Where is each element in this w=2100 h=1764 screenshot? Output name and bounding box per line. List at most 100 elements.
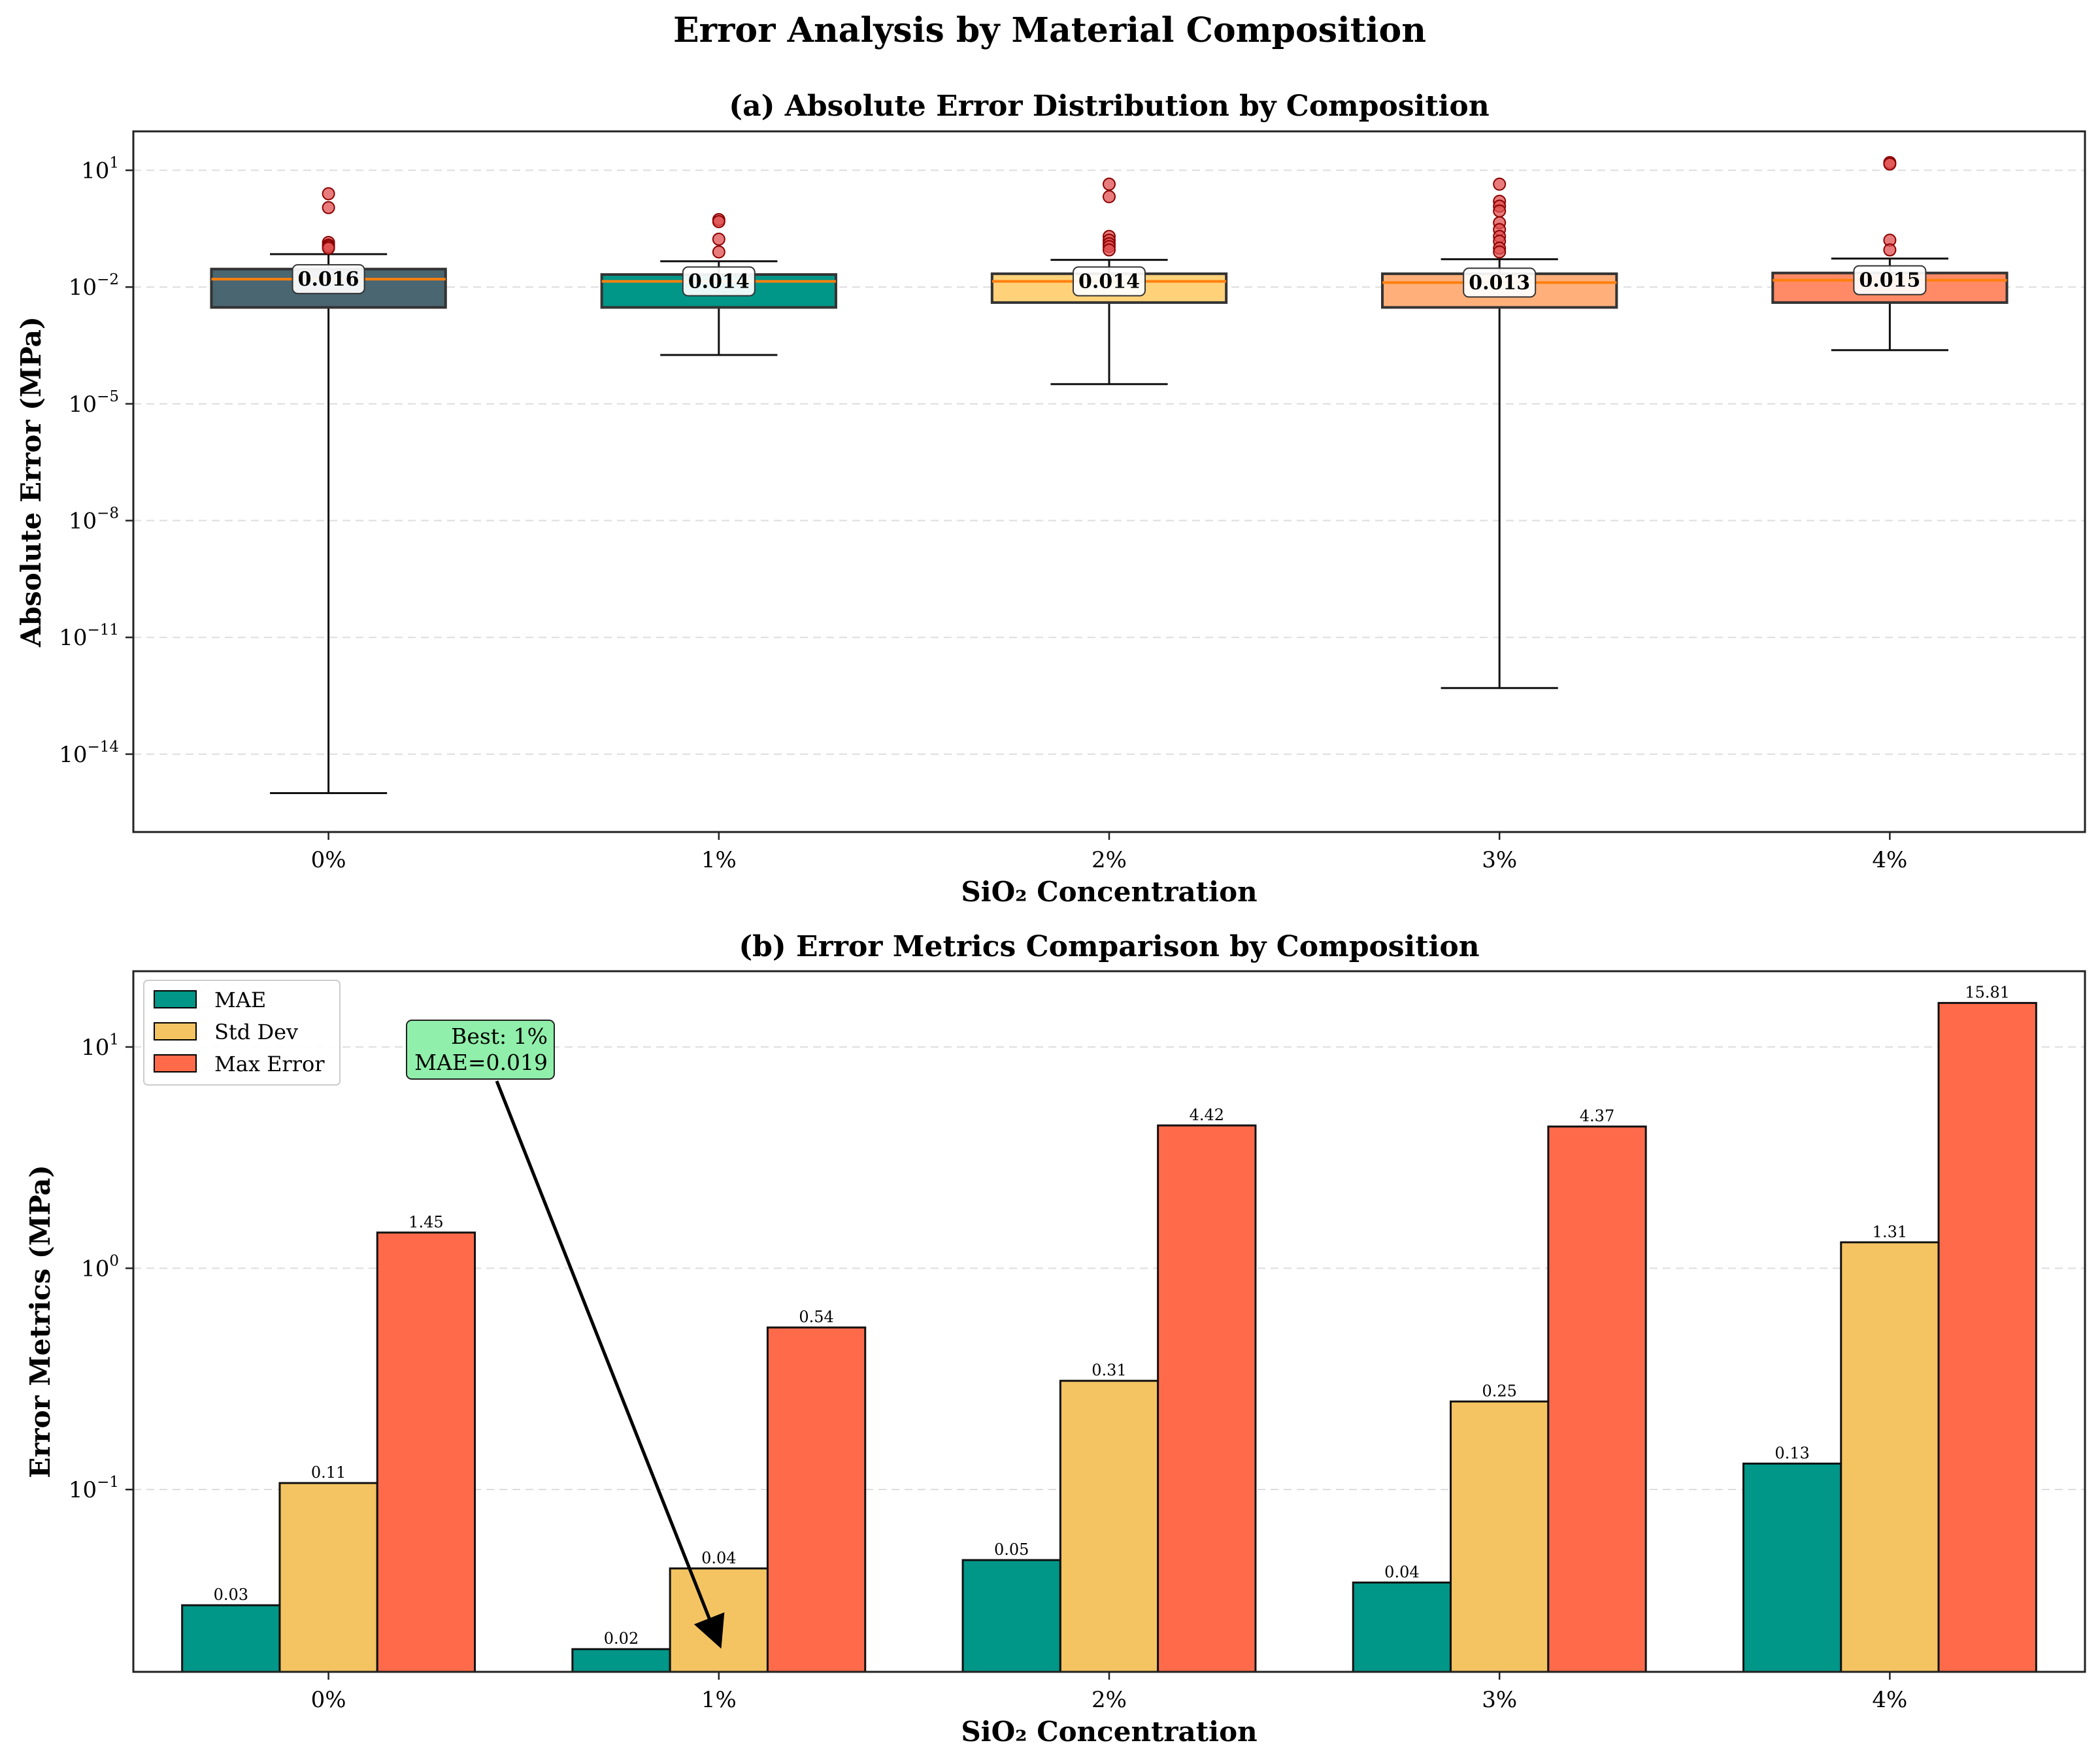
annotation-line-2: MAE=0.019 [414, 1050, 548, 1075]
outlier-point [712, 215, 725, 229]
bar-value-label: 0.02 [604, 1629, 639, 1648]
panel-b-x-tick-label: 2% [1092, 1687, 1127, 1713]
bar-value-label: 1.31 [1873, 1223, 1907, 1241]
outlier-point [322, 187, 335, 201]
panel-a-y-tick-label: 10−5 [69, 388, 119, 418]
bar-value-label: 0.11 [311, 1463, 346, 1482]
legend-swatch-mae [154, 990, 197, 1008]
outlier-point [1883, 243, 1897, 257]
panel-a-x-tick-label: 2% [1092, 847, 1127, 873]
bar-value-label: 0.13 [1775, 1444, 1809, 1462]
panel-a-x-tick-label: 1% [701, 847, 737, 873]
box-4pct: 0.015 [1771, 156, 2008, 352]
median-label: 0.015 [1859, 269, 1920, 292]
bar-value-label: 15.81 [1965, 984, 2010, 1002]
annotation-arrow [495, 1080, 725, 1649]
panel-b-x-tick-label: 4% [1872, 1687, 1907, 1713]
bar-max-error [376, 1231, 476, 1673]
legend-swatch-std-dev [154, 1022, 197, 1040]
annotation-line-1: Best: 1% [451, 1023, 548, 1049]
panel-a-y-tick-label: 10−8 [69, 505, 119, 535]
median-label: 0.014 [1078, 271, 1140, 293]
box-2pct: 0.014 [990, 177, 1228, 386]
bar-value-label: 4.37 [1580, 1107, 1614, 1125]
panel-b-title: (b) Error Metrics Comparison by Composit… [739, 930, 1479, 963]
panel-b-frame [132, 970, 2086, 1673]
legend: MAE Std Dev Max Error [143, 980, 341, 1086]
panel-b-x-tick-label: 1% [701, 1687, 737, 1713]
bar-value-label: 0.03 [214, 1586, 248, 1604]
outlier-point [322, 201, 335, 214]
bar-std-dev [669, 1567, 769, 1673]
bar-mae [1352, 1581, 1452, 1673]
legend-swatch-max-error [154, 1054, 197, 1073]
panel-b-y-tick-label: 101 [81, 1031, 119, 1061]
panel-b-bar-chart: (b) Error Metrics Comparison by Composit… [24, 930, 2086, 1748]
median-label-box [1073, 266, 1146, 297]
legend-label-max-error: Max Error [214, 1052, 325, 1076]
panel-b-x-tick-label: 0% [311, 1687, 346, 1713]
panel-b-x-tick-label: 3% [1482, 1687, 1517, 1713]
outlier-point [1103, 243, 1116, 257]
bar-value-label: 1.45 [408, 1213, 443, 1231]
bar-value-label: 0.54 [799, 1308, 833, 1326]
annotation-box [406, 1020, 555, 1080]
median-label: 0.014 [688, 271, 750, 293]
bar-mae [181, 1604, 281, 1673]
median-label-box [292, 264, 365, 295]
bar-std-dev [278, 1482, 378, 1673]
outlier-point [1493, 177, 1507, 191]
panel-a-x-axis-label: SiO₂ Concentration [961, 876, 1257, 908]
bar-value-label: 0.25 [1482, 1382, 1516, 1400]
panel-a-x-tick-label: 4% [1872, 847, 1907, 873]
bar-mae [571, 1648, 671, 1673]
panel-a-y-tick-label: 101 [81, 155, 119, 184]
bar-value-label: 0.31 [1092, 1361, 1126, 1380]
box-0pct: 0.016 [210, 187, 447, 794]
bar-max-error [1547, 1125, 1647, 1673]
median-label-box [1853, 265, 1927, 295]
bar-value-label: 0.04 [1384, 1563, 1419, 1581]
panel-a-y-tick-label: 10−14 [59, 739, 119, 768]
outlier-point [1103, 177, 1116, 191]
panel-a-frame [132, 130, 2086, 833]
bar-std-dev [1059, 1380, 1159, 1673]
median-label: 0.013 [1469, 271, 1530, 294]
bar-std-dev [1450, 1400, 1550, 1673]
panel-a-y-tick-label: 10−2 [69, 271, 119, 301]
bar-std-dev [1840, 1241, 1940, 1673]
panel-b-y-axis-label: Error Metrics (MPa) [24, 1165, 56, 1478]
legend-label-mae: MAE [214, 988, 266, 1012]
box-3pct: 0.013 [1381, 177, 1618, 690]
panel-a-title: (a) Absolute Error Distribution by Compo… [729, 90, 1489, 123]
bar-value-label: 0.05 [994, 1540, 1029, 1559]
outlier-point [1883, 157, 1897, 171]
bar-max-error [1937, 1002, 2037, 1673]
outlier-point [712, 245, 725, 259]
panel-a-x-tick-label: 0% [311, 847, 346, 873]
bar-max-error [766, 1326, 867, 1673]
panel-b-y-tick-label: 100 [81, 1252, 119, 1282]
outlier-point [1493, 204, 1507, 218]
panel-a-box-plot: (a) Absolute Error Distribution by Compo… [15, 90, 2086, 908]
median-label: 0.016 [298, 268, 359, 291]
bar-value-label: 0.04 [701, 1549, 736, 1567]
bar-mae [961, 1559, 1061, 1673]
panel-b-x-axis-label: SiO₂ Concentration [961, 1716, 1257, 1748]
panel-a-y-tick-label: 10−11 [59, 622, 119, 651]
panel-a-x-tick-label: 3% [1482, 847, 1517, 873]
outlier-point [1493, 245, 1507, 259]
median-label-box [1463, 267, 1537, 298]
outlier-point [1103, 190, 1116, 203]
best-annotation: Best: 1% MAE=0.019 [406, 1020, 725, 1649]
median-label-box [682, 266, 756, 297]
bar-mae [1742, 1462, 1842, 1673]
figure-title: Error Analysis by Material Composition [673, 10, 1426, 50]
box-1pct: 0.014 [600, 213, 837, 356]
outlier-point [322, 241, 335, 255]
panel-b-y-tick-label: 10−1 [69, 1474, 119, 1503]
panel-a-y-axis-label: Absolute Error (MPa) [15, 316, 47, 648]
bar-value-label: 4.42 [1190, 1106, 1224, 1124]
legend-label-std-dev: Std Dev [214, 1020, 298, 1044]
outlier-point [712, 232, 725, 246]
